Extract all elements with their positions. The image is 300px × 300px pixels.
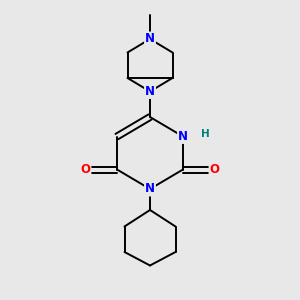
Text: N: N (145, 32, 155, 46)
Text: O: O (209, 163, 220, 176)
Text: N: N (145, 85, 155, 98)
Text: O: O (80, 163, 91, 176)
Text: H: H (201, 129, 210, 139)
Text: N: N (178, 130, 188, 143)
Text: N: N (145, 182, 155, 196)
